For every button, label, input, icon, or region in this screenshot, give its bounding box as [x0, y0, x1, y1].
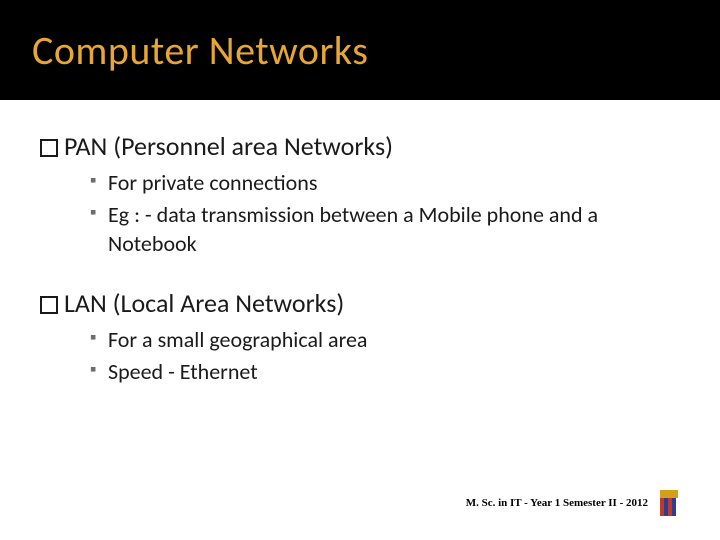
bullet-list-lan: For a small geographical area Speed - Et…: [40, 325, 680, 386]
heading-text: PAN (Personnel area Networks): [64, 130, 393, 162]
section-heading-lan: LAN (Local Area Networks): [40, 287, 680, 319]
checkbox-icon: [40, 296, 58, 314]
list-item: For private connections: [90, 168, 680, 198]
list-item: Eg : - data transmission between a Mobil…: [90, 200, 680, 259]
slide-title: Computer Networks: [32, 26, 368, 75]
slide-footer: M. Sc. in IT - Year 1 Semester II - 2012: [466, 490, 680, 516]
list-item: Speed - Ethernet: [90, 357, 680, 387]
checkbox-icon: [40, 139, 58, 157]
title-bar: Computer Networks: [0, 0, 720, 100]
footer-text: M. Sc. in IT - Year 1 Semester II - 2012: [466, 497, 648, 509]
section-heading-pan: PAN (Personnel area Networks): [40, 130, 680, 162]
heading-text: LAN (Local Area Networks): [64, 287, 344, 319]
slide-content: PAN (Personnel area Networks) For privat…: [0, 100, 720, 386]
bullet-list-pan: For private connections Eg : - data tran…: [40, 168, 680, 259]
university-logo-icon: [658, 490, 680, 516]
list-item: For a small geographical area: [90, 325, 680, 355]
